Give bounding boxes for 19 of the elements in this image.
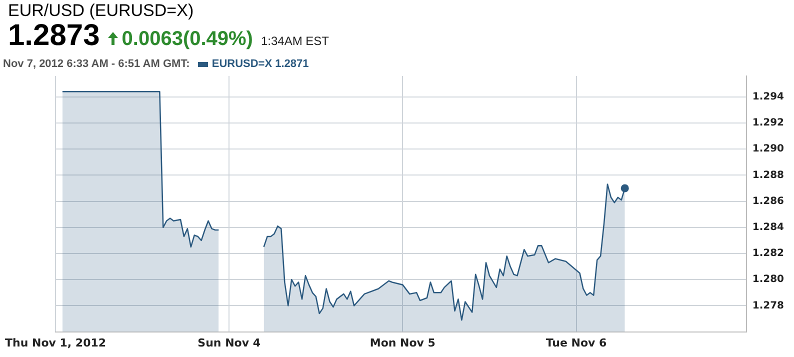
y-tick-label: 1.282 [752, 248, 784, 260]
y-tick-label: 1.290 [752, 144, 784, 155]
legend-label: EURUSD=X 1.2871 [212, 58, 309, 70]
y-tick-label: 1.280 [752, 274, 784, 286]
x-tick-label: Mon Nov 5 [370, 336, 436, 350]
chart-subtitle: 1.2873 [8, 19, 100, 53]
y-tick-label: 1.284 [752, 222, 784, 233]
x-tick-label: Thu Nov 1, 2012 [4, 336, 106, 350]
text: 0.0063(0.49%) [122, 28, 253, 51]
chart-title: EUR/USD (EURUSD=X) [8, 1, 194, 21]
y-tick-label: 1.286 [752, 196, 784, 207]
text: Nov 7, 2012 6:33 AM - 6:51 AM GMT: [3, 58, 190, 70]
y-tick-label: 1.278 [752, 300, 784, 312]
x-tick-label: Sun Nov 4 [198, 336, 261, 350]
y-tick-label: 1.288 [752, 170, 784, 181]
y-tick-label: 1.292 [752, 118, 784, 129]
x-tick-label: Tue Nov 6 [546, 336, 608, 350]
text: 1:34AM EST [260, 34, 329, 48]
y-tick-label: 1.294 [752, 91, 784, 102]
